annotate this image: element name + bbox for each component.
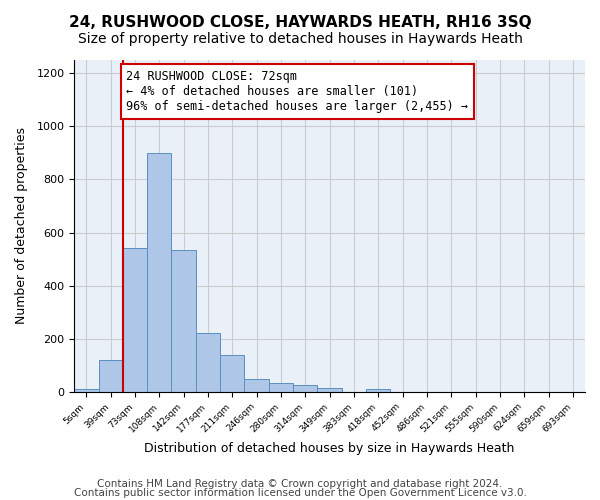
Bar [269,382,293,392]
Bar [98,360,123,392]
X-axis label: Distribution of detached houses by size in Haywards Heath: Distribution of detached houses by size … [145,442,515,455]
Y-axis label: Number of detached properties: Number of detached properties [15,128,28,324]
Bar [220,354,244,392]
Text: Contains public sector information licensed under the Open Government Licence v3: Contains public sector information licen… [74,488,526,498]
Bar [244,378,269,392]
Text: 24 RUSHWOOD CLOSE: 72sqm
← 4% of detached houses are smaller (101)
96% of semi-d: 24 RUSHWOOD CLOSE: 72sqm ← 4% of detache… [127,70,469,113]
Text: Contains HM Land Registry data © Crown copyright and database right 2024.: Contains HM Land Registry data © Crown c… [97,479,503,489]
Text: 24, RUSHWOOD CLOSE, HAYWARDS HEATH, RH16 3SQ: 24, RUSHWOOD CLOSE, HAYWARDS HEATH, RH16… [68,15,532,30]
Bar [293,385,317,392]
Bar [74,389,98,392]
Text: Size of property relative to detached houses in Haywards Heath: Size of property relative to detached ho… [77,32,523,46]
Bar [317,388,342,392]
Bar [147,153,172,392]
Bar [366,389,391,392]
Bar [172,250,196,392]
Bar [123,248,147,392]
Bar [196,334,220,392]
